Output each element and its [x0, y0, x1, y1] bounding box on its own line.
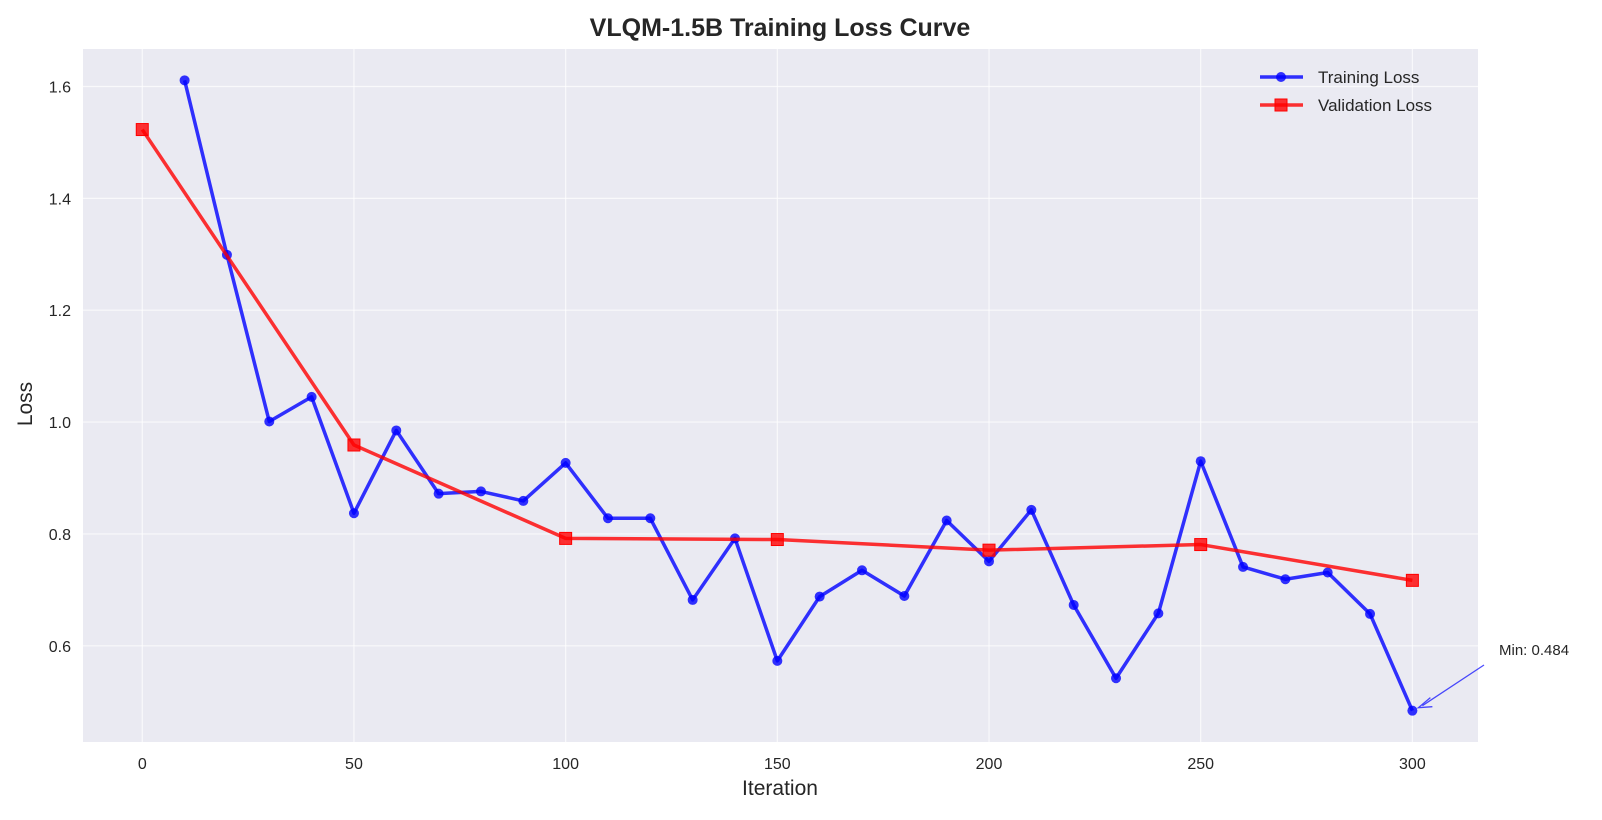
legend-validation-label: Validation Loss	[1318, 96, 1432, 115]
training-loss-point	[433, 488, 444, 499]
training-loss-point	[1195, 456, 1206, 467]
training-loss-point	[984, 556, 995, 567]
training-loss-point	[475, 486, 486, 497]
x-tick-label: 250	[1187, 756, 1214, 773]
training-loss-point	[1153, 608, 1164, 619]
min-annotation-arrowhead	[1416, 697, 1433, 709]
y-tick-label: 0.8	[49, 527, 71, 544]
training-loss-point	[645, 513, 656, 524]
training-loss-point	[1238, 561, 1249, 572]
x-tick-label: 150	[764, 756, 791, 773]
training-loss-point	[1322, 567, 1333, 578]
legend: Training Loss Validation Loss	[1260, 68, 1432, 115]
training-loss-point	[1111, 673, 1122, 684]
y-tick-label: 1.0	[49, 415, 71, 432]
y-axis-label: Loss	[14, 382, 37, 426]
legend-validation-marker	[1274, 98, 1288, 112]
series-lines	[135, 75, 1419, 716]
training-loss-point	[264, 416, 275, 427]
training-loss-point	[1365, 608, 1376, 619]
training-loss-point	[941, 515, 952, 526]
ticks: 0 50 100 150 200 250 300 0.6 0.8 1.0 1.2 1.4 1.6	[49, 79, 1426, 773]
training-loss-point	[1407, 705, 1418, 716]
min-annotation-text: Min: 0.484	[1499, 642, 1569, 659]
validation-loss-point	[1194, 538, 1208, 552]
x-tick-label: 0	[138, 756, 147, 773]
training-loss-point	[1026, 504, 1037, 515]
training-loss-point	[814, 591, 825, 602]
x-axis-label: Iteration	[742, 777, 818, 800]
training-loss-point	[518, 495, 529, 506]
training-loss-point	[899, 591, 910, 602]
x-tick-label: 100	[552, 756, 579, 773]
y-tick-label: 1.2	[49, 303, 71, 320]
training-loss-point	[1280, 574, 1291, 585]
validation-loss-point	[770, 533, 784, 547]
validation-loss-point	[135, 123, 149, 137]
legend-training-marker	[1276, 72, 1286, 82]
training-loss-point	[306, 391, 317, 402]
validation-loss-point	[559, 531, 573, 545]
x-tick-label: 200	[976, 756, 1003, 773]
training-loss-point	[856, 565, 867, 576]
training-loss-point	[391, 425, 402, 436]
validation-loss-point	[347, 438, 361, 452]
min-annotation-arrow	[1422, 664, 1485, 707]
validation-loss-point	[1405, 573, 1419, 587]
x-tick-label: 300	[1399, 756, 1426, 773]
legend-training-label: Training Loss	[1318, 68, 1419, 87]
y-tick-label: 0.6	[49, 639, 71, 656]
validation-loss-point	[982, 543, 996, 557]
y-tick-label: 1.6	[49, 79, 71, 96]
y-tick-label: 1.4	[49, 191, 71, 208]
training-loss-point	[560, 457, 571, 468]
training-loss-point	[1068, 599, 1079, 610]
training-loss-point	[348, 508, 359, 519]
training-loss-point	[602, 513, 613, 524]
plot-background	[83, 49, 1478, 742]
training-loss-point	[179, 75, 190, 86]
training-loss-point	[687, 594, 698, 605]
x-tick-label: 50	[345, 756, 363, 773]
chart-title: VLQM-1.5B Training Loss Curve	[590, 14, 971, 42]
training-loss-line	[182, 79, 1414, 712]
min-annotation: Min: 0.484	[1416, 642, 1569, 709]
training-loss-point	[772, 655, 783, 666]
